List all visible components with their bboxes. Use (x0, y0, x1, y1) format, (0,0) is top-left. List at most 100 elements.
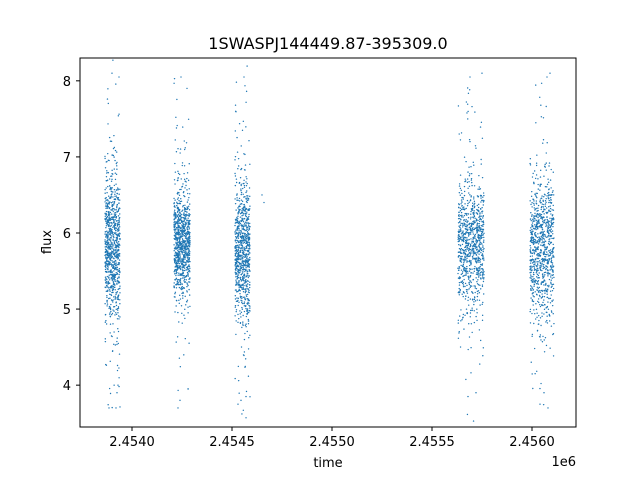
data-point (244, 270, 246, 273)
data-point (545, 253, 548, 256)
data-point (482, 199, 484, 202)
data-point (477, 258, 479, 260)
data-point (552, 219, 554, 221)
data-point (530, 247, 532, 249)
data-point (466, 181, 469, 184)
data-point (188, 231, 190, 233)
data-point (463, 267, 465, 269)
data-point (530, 274, 532, 276)
data-point (118, 353, 121, 355)
data-point (173, 82, 175, 84)
data-point (115, 245, 117, 247)
data-point (467, 110, 469, 113)
data-point (243, 240, 245, 242)
data-point (468, 223, 470, 225)
data-point (174, 273, 176, 275)
data-point (241, 276, 244, 278)
data-point (249, 225, 251, 228)
data-point (237, 167, 239, 170)
data-point (466, 270, 469, 273)
data-point (187, 312, 189, 314)
data-point (234, 104, 237, 106)
data-point (550, 225, 552, 227)
data-point (182, 126, 184, 128)
data-point (109, 255, 111, 257)
data-point (114, 227, 116, 229)
data-point (104, 192, 106, 194)
data-point (114, 228, 116, 230)
data-point (234, 265, 236, 267)
data-point (188, 245, 190, 247)
data-point (117, 263, 120, 266)
data-point (531, 266, 533, 268)
data-point (109, 360, 111, 363)
data-point (185, 275, 187, 278)
data-point (480, 233, 483, 235)
data-point (537, 287, 539, 289)
data-point (539, 268, 542, 270)
data-point (552, 204, 554, 207)
y-tick-label: 6 (63, 227, 71, 242)
data-point (533, 263, 535, 266)
data-point (476, 249, 478, 251)
data-point (113, 219, 115, 221)
data-point (175, 270, 177, 273)
data-point (245, 323, 247, 325)
data-point (239, 322, 242, 325)
data-point (113, 305, 116, 308)
data-point (460, 211, 463, 214)
data-point (118, 229, 120, 232)
data-point (113, 200, 116, 203)
data-point (188, 258, 190, 260)
data-point (241, 259, 244, 261)
data-point (461, 248, 464, 251)
data-point (241, 301, 243, 304)
data-point (181, 162, 184, 164)
data-point (104, 340, 107, 343)
data-point (179, 280, 181, 282)
data-point (463, 236, 465, 239)
data-point (467, 299, 469, 302)
data-point (543, 203, 545, 206)
data-point (552, 255, 555, 257)
data-point (249, 233, 251, 235)
data-point (248, 237, 250, 239)
data-point (241, 217, 243, 220)
data-point (117, 215, 120, 217)
data-point (241, 249, 244, 252)
data-point (247, 197, 250, 200)
data-point (479, 126, 482, 128)
x-tick-label: 2.4560 (509, 435, 555, 450)
data-point (110, 286, 112, 288)
data-point (111, 312, 114, 315)
data-point (467, 202, 469, 205)
data-point (183, 178, 186, 181)
data-point (104, 282, 107, 284)
data-point (468, 323, 470, 325)
data-point (536, 192, 539, 195)
data-point (535, 215, 538, 218)
data-point (188, 248, 190, 250)
data-point (467, 235, 470, 237)
data-point (548, 243, 551, 246)
data-point (189, 203, 191, 205)
data-point (108, 407, 110, 409)
data-point (116, 318, 119, 320)
data-point (246, 178, 248, 180)
data-point (471, 209, 473, 211)
data-point (111, 231, 114, 234)
data-point (185, 243, 188, 245)
data-point (458, 284, 461, 286)
data-point (114, 284, 116, 286)
data-point (551, 262, 554, 264)
data-point (235, 81, 238, 83)
data-point (109, 308, 112, 311)
data-point (234, 295, 237, 297)
data-point (118, 217, 121, 219)
data-point (105, 214, 108, 216)
data-point (118, 223, 120, 225)
data-point (239, 296, 242, 299)
data-point (537, 233, 539, 235)
data-point (534, 313, 536, 315)
data-point (544, 219, 546, 221)
